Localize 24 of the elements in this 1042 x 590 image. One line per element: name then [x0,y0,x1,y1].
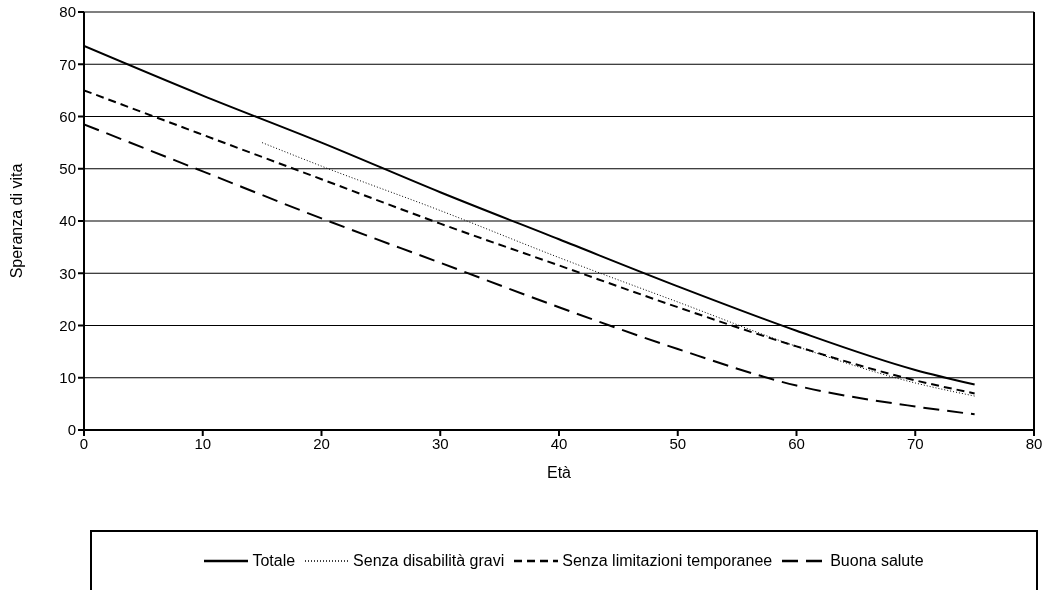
y-tick-label: 30 [59,264,76,282]
y-tick-label: 50 [59,160,76,178]
legend-label: Buona salute [830,552,924,570]
x-tick-label: 80 [1025,434,1042,452]
x-tick-label: 50 [669,434,687,452]
x-tick-label: 40 [550,434,568,452]
x-tick-label: 60 [788,434,805,452]
x-axis-title: Età [546,464,572,481]
y-tick-label: 40 [59,212,76,230]
legend-label: Senza disabilità gravi [353,552,505,570]
y-tick-label: 10 [59,369,76,387]
y-tick-label: 80 [59,3,76,21]
legend-label: Totale [252,552,296,570]
x-tick-label: 20 [313,434,330,452]
y-tick-label: 70 [59,55,76,73]
y-tick-label: 0 [67,421,76,439]
y-axis-title: Speranza di vita [7,163,25,279]
x-tick-label: 70 [906,434,924,452]
x-tick-label: 0 [79,434,89,452]
y-tick-label: 60 [59,107,76,125]
legend-label: Senza limitazioni temporanee [562,552,773,570]
y-tick-label: 20 [59,316,76,334]
x-tick-label: 10 [194,434,212,452]
x-tick-label: 30 [431,434,449,452]
